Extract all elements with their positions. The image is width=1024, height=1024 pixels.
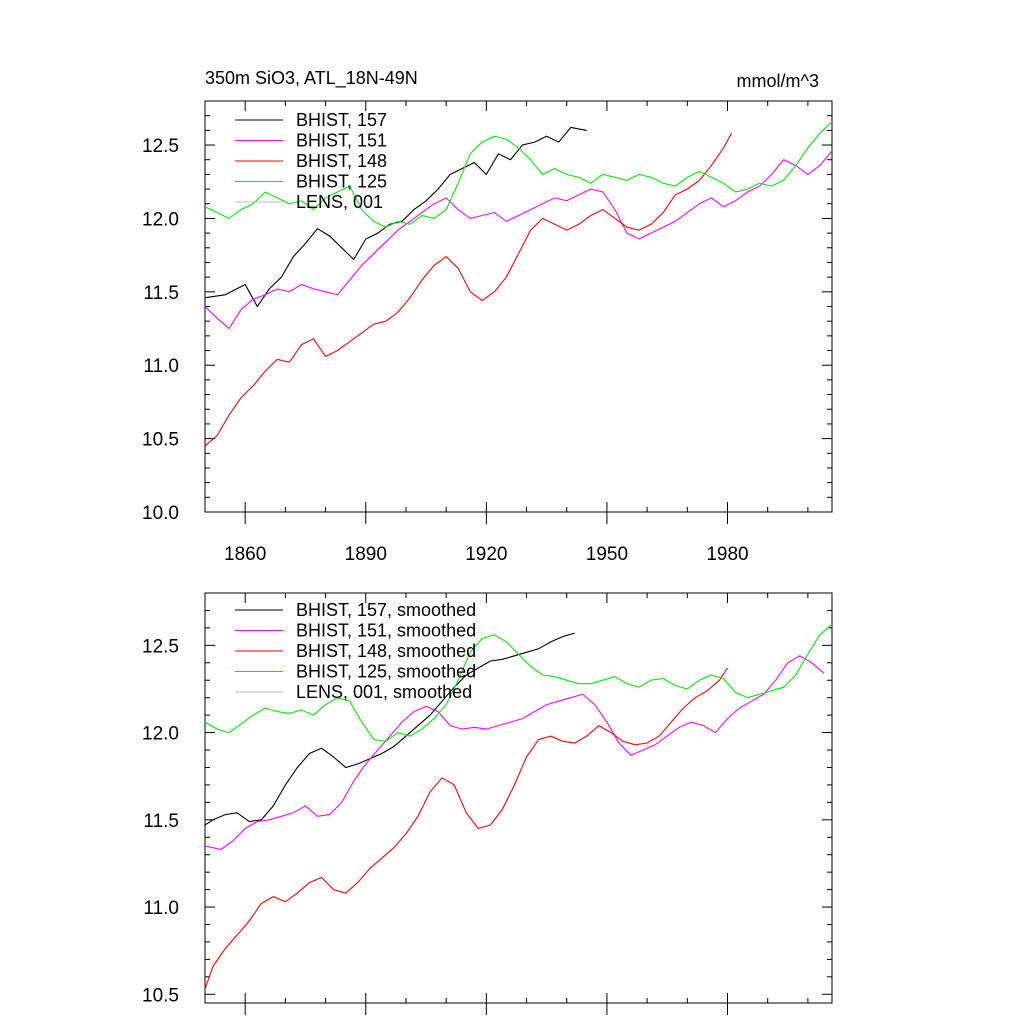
- bottom-panel-smoothed: 10.5 11.0 11.5 12.0 12.5 BHIST, 157, smoothed…: [142, 592, 833, 1015]
- y-tick-label: 11.0: [143, 898, 179, 919]
- y-tick-label: 12.5: [142, 136, 179, 157]
- y-tick-label: 12.5: [142, 636, 179, 657]
- legend-label: BHIST, 157, smoothed: [296, 600, 476, 620]
- legend-label: LENS, 001: [296, 192, 383, 212]
- legend-label: LENS, 001, smoothed: [296, 682, 472, 702]
- legend-label: BHIST, 151: [296, 131, 387, 151]
- series-line: [204, 667, 728, 990]
- y-tick-label: 10.0: [142, 503, 179, 524]
- legend-label: BHIST, 148: [296, 151, 387, 171]
- series-line: [204, 126, 587, 308]
- series-line: [204, 632, 575, 826]
- series-line: [204, 150, 833, 330]
- y-tick-label: 11.5: [143, 811, 179, 832]
- y-tick-label: 11.5: [143, 283, 179, 304]
- x-tick-label: 1950: [586, 544, 628, 565]
- plot-frame: [204, 592, 833, 1004]
- x-tick-label: 1860: [224, 544, 266, 565]
- y-tick-label: 10.5: [142, 985, 179, 1006]
- legend-label: BHIST, 125: [296, 172, 387, 192]
- series-line: [204, 623, 833, 742]
- chart-title: 350m SiO3, ATL_18N-49N: [205, 68, 418, 89]
- y-tick-label: 12.0: [142, 209, 179, 230]
- y-tick-label: 10.5: [142, 430, 179, 451]
- y-tick-label: 11.0: [143, 356, 179, 377]
- legend-label: BHIST, 151, smoothed: [296, 621, 476, 641]
- y-tick-label: 12.0: [142, 724, 179, 745]
- x-tick-label: 1980: [706, 544, 748, 565]
- series-line: [204, 121, 833, 228]
- series-line: [204, 655, 825, 851]
- series-line: [204, 133, 732, 447]
- x-tick-label: 1920: [465, 544, 507, 565]
- legend-label: BHIST, 148, smoothed: [296, 641, 476, 661]
- legend-label: BHIST, 157: [296, 110, 387, 130]
- units-label: mmol/m^3: [737, 71, 819, 91]
- x-tick-label: 1890: [345, 544, 387, 565]
- top-panel-raw: 10.0 10.5 11.0 11.5 12.0 12.5 1860 1890 1920 1950…: [142, 100, 833, 565]
- legend-label: BHIST, 125, smoothed: [296, 662, 476, 682]
